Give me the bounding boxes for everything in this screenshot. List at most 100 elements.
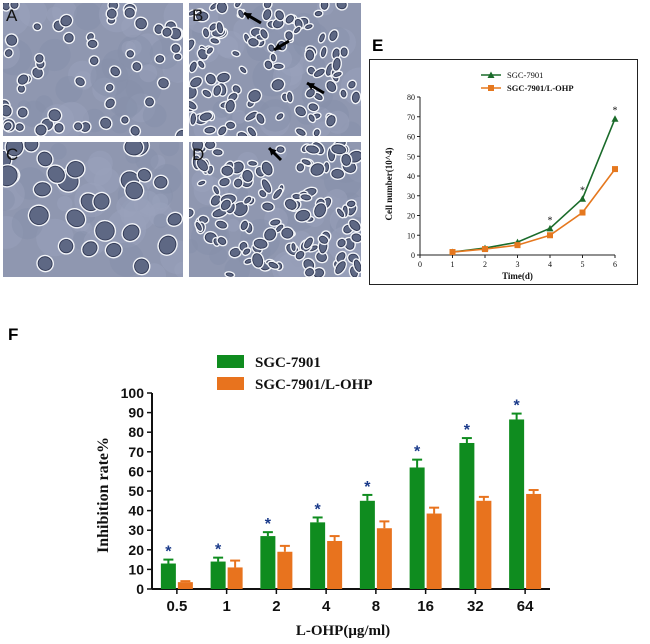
- cell-halo: [80, 239, 99, 258]
- cell: [273, 19, 284, 29]
- cell-halo: [250, 251, 265, 269]
- cell: [105, 98, 115, 108]
- cell: [34, 182, 51, 197]
- cell-halo: [299, 192, 313, 202]
- cell-halo: [104, 241, 123, 259]
- cell-halo: [246, 36, 261, 48]
- cell: [203, 28, 209, 38]
- cell-halo: [216, 235, 228, 247]
- cell-halo: [161, 26, 173, 39]
- texture-blob: [159, 142, 180, 157]
- texture-blob: [18, 3, 48, 27]
- cell-halo: [143, 95, 156, 108]
- cell: [54, 123, 64, 133]
- cell: [301, 159, 311, 165]
- cell-halo: [166, 211, 183, 227]
- cell-halo: [312, 67, 327, 79]
- cell-halo: [252, 237, 269, 251]
- cell: [217, 237, 227, 245]
- arrowhead-icon: [244, 13, 252, 20]
- cell: [6, 34, 18, 46]
- micrograph-d: [189, 142, 361, 277]
- cell: [347, 200, 356, 207]
- cell-halo: [214, 219, 229, 230]
- y-tick-label: 100: [121, 385, 145, 401]
- cell: [66, 161, 85, 178]
- cell-halo: [27, 204, 51, 227]
- cell-halo: [212, 83, 223, 98]
- cell: [242, 170, 253, 182]
- cell-halo: [36, 254, 55, 273]
- cell: [273, 63, 284, 69]
- cell: [252, 253, 263, 268]
- cell-halo: [92, 191, 111, 212]
- legend-marker: [488, 85, 494, 91]
- cell: [216, 220, 227, 229]
- cell: [218, 126, 227, 136]
- cell-halo: [293, 104, 308, 118]
- cell: [59, 239, 74, 254]
- y-tick-label: 60: [128, 463, 144, 479]
- cell-halo: [307, 102, 320, 113]
- cell: [264, 60, 273, 69]
- cell: [205, 142, 216, 149]
- cell-halo: [59, 13, 74, 28]
- cell: [124, 7, 135, 18]
- cell: [3, 165, 18, 187]
- cell-halo: [329, 143, 348, 156]
- cell: [353, 259, 361, 272]
- cell-halo: [16, 73, 30, 87]
- cell-halo: [47, 107, 63, 123]
- cell-halo: [246, 159, 259, 168]
- cell-halo: [319, 3, 330, 12]
- cell: [232, 85, 241, 94]
- cell-halo: [93, 219, 117, 242]
- cell-halo: [212, 184, 221, 196]
- cell-halo: [292, 25, 302, 35]
- cell: [210, 195, 221, 206]
- cell-halo: [189, 38, 196, 52]
- cell-halo: [190, 142, 205, 153]
- y-axis-label: Cell number(10^4): [384, 148, 394, 221]
- y-tick-label: 40: [407, 172, 415, 181]
- texture-blob: [82, 156, 113, 186]
- cell-halo: [283, 197, 298, 212]
- cell: [110, 66, 120, 77]
- cell-halo: [219, 198, 233, 212]
- cell-halo: [209, 36, 221, 45]
- cell: [106, 84, 114, 92]
- cell: [291, 243, 296, 251]
- cell-halo: [196, 179, 207, 187]
- texture-blob: [50, 143, 67, 160]
- cell: [337, 208, 345, 217]
- cell-halo: [88, 55, 100, 67]
- cell: [122, 224, 140, 241]
- x-tick-label: 8: [372, 598, 380, 615]
- texture-blob: [57, 195, 73, 212]
- legend-marker: [487, 71, 495, 78]
- cell-halo: [195, 157, 210, 173]
- cell-halo: [319, 45, 328, 59]
- cell-halo: [4, 142, 25, 158]
- cell-halo: [244, 110, 259, 122]
- cell-halo: [307, 113, 317, 124]
- significance-star: *: [165, 544, 172, 561]
- bar-sgc7901: [509, 419, 525, 589]
- cell-halo: [123, 6, 137, 20]
- cell-halo: [336, 237, 348, 249]
- cell-halo: [304, 87, 317, 99]
- cell-halo: [32, 180, 53, 198]
- x-tick-label: 1: [451, 260, 455, 269]
- texture-blob: [116, 195, 139, 218]
- cell-halo: [347, 218, 361, 233]
- cell-halo: [339, 46, 350, 59]
- micrograph-a: [3, 3, 183, 136]
- cell-halo: [196, 59, 206, 70]
- cell-halo: [215, 3, 229, 15]
- significance-star: *: [613, 106, 618, 117]
- arrowhead-icon: [269, 148, 277, 156]
- cell-halo: [123, 142, 145, 157]
- cell-halo: [255, 112, 266, 126]
- cell-halo: [231, 49, 241, 58]
- cell: [331, 144, 346, 155]
